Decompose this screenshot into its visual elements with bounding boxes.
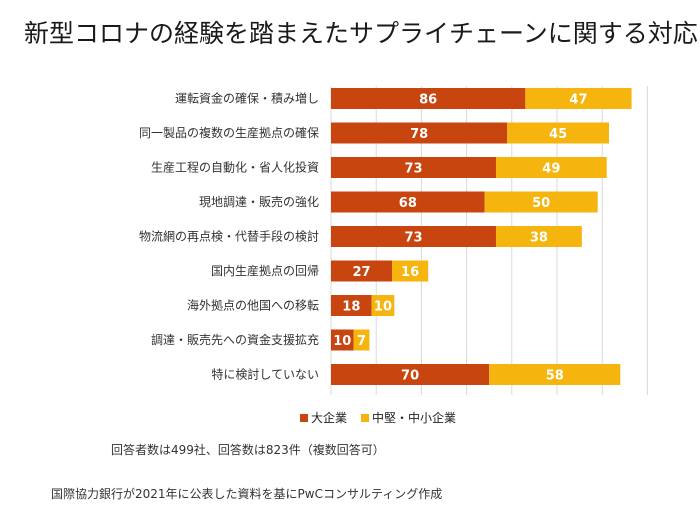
data-label: 78 (410, 127, 428, 142)
data-label: 18 (342, 300, 360, 315)
legend-label-smb: 中堅・中小企業 (372, 411, 457, 425)
bar-large-enterprise (331, 157, 496, 178)
chart-legend: 大企業 中堅・中小企業 (300, 409, 456, 426)
legend-item-smb: 中堅・中小企業 (361, 409, 456, 426)
category-label: 特に検討していない (211, 367, 319, 382)
data-label: 45 (549, 127, 567, 142)
bar-smb (489, 364, 621, 385)
category-label: 生産工程の自動化・省人化投資 (151, 160, 319, 175)
data-label: 50 (532, 196, 550, 211)
category-label: 海外拠点の他国への移転 (187, 298, 319, 313)
bar-smb (495, 157, 607, 178)
bar-large-enterprise (331, 226, 496, 247)
bar-smb (495, 226, 582, 247)
category-label: 調達・販売先への資金支援拡充 (151, 332, 319, 347)
bar-large-enterprise (331, 260, 393, 282)
category-label: 運転資金の確保・積み増し (175, 91, 319, 106)
data-label: 7 (357, 334, 366, 349)
bar-smb (353, 329, 370, 351)
data-label: 10 (333, 334, 351, 349)
data-label: 16 (401, 265, 419, 280)
legend-swatch-large (300, 413, 308, 422)
bar-smb (484, 191, 598, 213)
bar-smb (392, 260, 429, 282)
data-label: 68 (399, 196, 417, 211)
category-label: 現地調達・販売の強化 (199, 194, 319, 209)
bar-smb (507, 122, 609, 144)
source-note: 国際協力銀行が2021年に公表した資料を基にPwCコンサルティング作成 (51, 487, 443, 501)
data-label: 70 (401, 369, 419, 384)
category-label: 物流網の再点検・代替手段の検討 (139, 229, 319, 244)
bar-large-enterprise (331, 191, 485, 213)
data-label: 49 (542, 162, 560, 177)
bar-smb (371, 295, 395, 316)
data-label: 86 (419, 93, 437, 108)
data-label: 10 (374, 300, 392, 315)
bar-large-enterprise (331, 122, 508, 144)
legend-swatch-smb (361, 413, 370, 422)
data-label: 73 (404, 231, 422, 246)
bar-smb (525, 88, 632, 109)
data-label: 58 (546, 369, 564, 384)
bar-large-enterprise (331, 295, 372, 316)
legend-item-large: 大企業 (300, 409, 347, 426)
data-label: 38 (530, 231, 548, 246)
bar-large-enterprise (331, 364, 490, 385)
legend-label-large: 大企業 (311, 411, 348, 425)
chart-title: 新型コロナの経験を踏まえたサプライチェーンに関する対応 (24, 19, 698, 48)
category-label: 国内生産拠点の回帰 (211, 263, 319, 278)
data-label: 47 (569, 93, 587, 108)
bar-large-enterprise (331, 329, 354, 351)
respondents-note: 回答者数は499社、回答数は823件（複数回答可） (111, 443, 385, 457)
data-label: 73 (404, 162, 422, 177)
category-label: 同一製品の複数の生産拠点の確保 (139, 125, 319, 140)
data-label: 27 (352, 265, 370, 280)
bar-large-enterprise (331, 88, 526, 109)
